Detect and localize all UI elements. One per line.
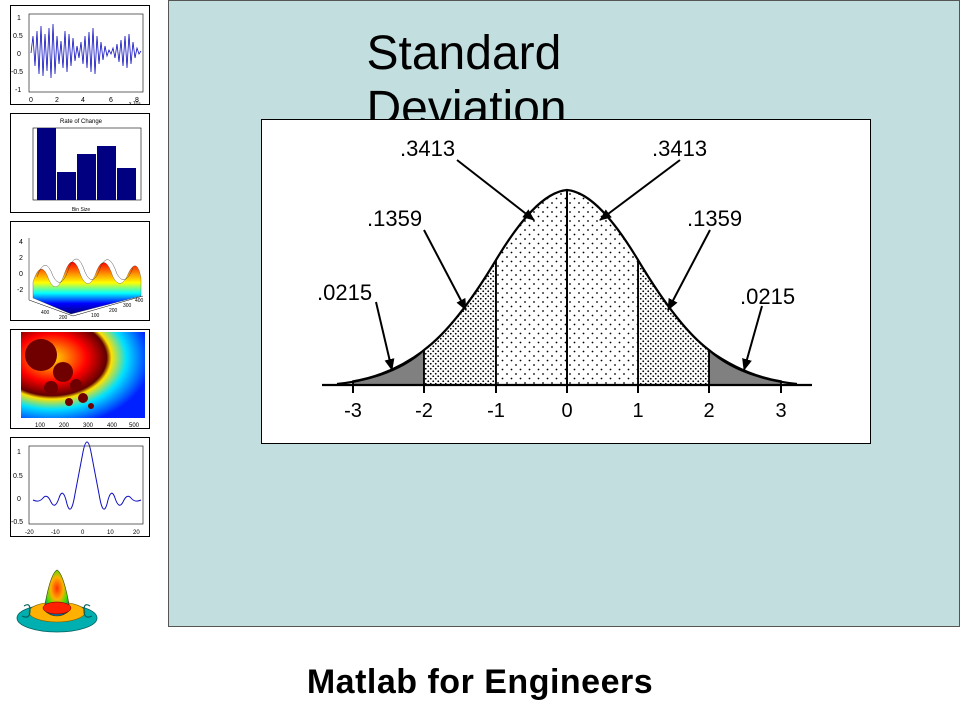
- thumb-bar-chart: Rate of Change Bin Size: [10, 113, 150, 213]
- svg-text:300: 300: [83, 423, 94, 429]
- svg-text:400: 400: [107, 423, 118, 429]
- thumb-sinc-plot: 1 0.5 0 -0.5 -20 -10 0 10 20: [10, 437, 150, 537]
- svg-text:Rate of Change: Rate of Change: [60, 119, 103, 125]
- svg-text:0.5: 0.5: [13, 473, 23, 480]
- label-0215-right: .0215: [740, 284, 795, 309]
- xtick-2: 2: [703, 400, 714, 422]
- label-0215-left: .0215: [317, 280, 372, 305]
- bell-curve-diagram: -3 -2 -1 0 1 2 3 .3413 .3413 .1359 .1359…: [261, 119, 871, 444]
- svg-text:x 10⁴: x 10⁴: [129, 101, 141, 106]
- main-content-panel: Standard Deviation: [168, 0, 960, 627]
- svg-text:1: 1: [17, 15, 21, 22]
- label-1359-left: .1359: [367, 206, 422, 231]
- thumb-signal-plot: 1 0.5 0 -0.5 -1 0 2 4 6 8 x 10⁴: [10, 5, 150, 105]
- footer-text: Matlab for Engineers: [307, 663, 653, 702]
- label-3413-left: .3413: [400, 136, 455, 161]
- svg-text:6: 6: [109, 97, 113, 104]
- xtick-1: 1: [632, 400, 643, 422]
- matlab-logo-icon: [10, 560, 105, 640]
- sidebar: 1 0.5 0 -0.5 -1 0 2 4 6 8 x 10⁴ Rate of …: [10, 5, 155, 640]
- svg-text:-1: -1: [15, 87, 21, 94]
- xtick--3: -3: [344, 400, 362, 422]
- svg-text:-0.5: -0.5: [11, 69, 23, 76]
- svg-text:100: 100: [35, 423, 46, 429]
- svg-text:100: 100: [91, 313, 100, 319]
- thumb-surface-3d: 4 2 0 -2 400 200 100 200 300 400: [10, 221, 150, 321]
- svg-text:0: 0: [81, 530, 85, 536]
- svg-text:2: 2: [55, 97, 59, 104]
- svg-text:0.5: 0.5: [13, 33, 23, 40]
- svg-text:0: 0: [17, 496, 21, 503]
- svg-text:4: 4: [19, 239, 23, 246]
- svg-text:400: 400: [135, 298, 144, 304]
- svg-text:10: 10: [107, 530, 114, 536]
- xtick--1: -1: [487, 400, 505, 422]
- svg-text:4: 4: [81, 97, 85, 104]
- svg-text:500: 500: [129, 423, 140, 429]
- svg-text:0: 0: [29, 97, 33, 104]
- xtick-0: 0: [561, 400, 572, 422]
- svg-text:200: 200: [59, 315, 68, 321]
- xtick--2: -2: [415, 400, 433, 422]
- svg-text:0: 0: [19, 271, 23, 278]
- svg-text:-20: -20: [25, 530, 34, 536]
- label-3413-right: .3413: [652, 136, 707, 161]
- svg-text:-0.5: -0.5: [11, 519, 23, 526]
- svg-text:200: 200: [59, 423, 70, 429]
- xtick-3: 3: [775, 400, 786, 422]
- thumb-fractal: 100 200 300 400 500: [10, 329, 150, 429]
- svg-text:20: 20: [133, 530, 140, 536]
- svg-text:1: 1: [17, 449, 21, 456]
- svg-text:-10: -10: [51, 530, 60, 536]
- svg-text:0: 0: [17, 51, 21, 58]
- svg-text:300: 300: [123, 303, 132, 309]
- label-1359-right: .1359: [687, 206, 742, 231]
- svg-text:200: 200: [109, 308, 118, 314]
- svg-text:Bin Size: Bin Size: [72, 207, 91, 213]
- svg-text:2: 2: [19, 255, 23, 262]
- svg-text:-2: -2: [17, 287, 23, 294]
- svg-text:400: 400: [41, 310, 50, 316]
